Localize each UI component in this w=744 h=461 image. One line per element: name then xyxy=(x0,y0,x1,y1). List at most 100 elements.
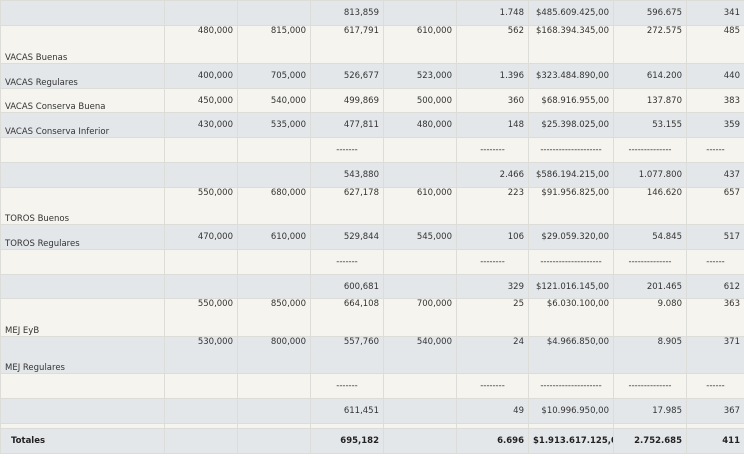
total-amount-cell: $25.398.025,00 xyxy=(528,112,614,138)
head-count-cell: 49 xyxy=(456,398,529,424)
total-kg-cell: -------------- xyxy=(613,249,687,275)
avg-price-cell: 371 xyxy=(686,336,744,374)
category-cell: VACAS Conserva Buena xyxy=(0,88,165,113)
avg-price-cell: 440 xyxy=(686,63,744,89)
total-kg-cell: -------------- xyxy=(613,137,687,163)
table-row: MEJ Regulares 530,000 800,000 557,760 540,00… xyxy=(0,336,744,374)
avg-weight-cell: 543,880 xyxy=(310,162,384,188)
head-count-cell: 329 xyxy=(456,274,529,299)
min-price-cell: 400,000 xyxy=(164,63,238,89)
max-price-cell: 680,000 xyxy=(237,187,311,225)
category-cell: TOROS Buenos xyxy=(0,187,165,225)
head-count-cell: -------- xyxy=(456,249,529,275)
max-price-cell: 610,000 xyxy=(237,224,311,250)
total-amount-cell: $323.484.890,00 xyxy=(528,63,614,89)
category-cell xyxy=(0,373,165,399)
avg-price-cell: 383 xyxy=(686,88,744,113)
avg-price-cell: 363 xyxy=(686,298,744,337)
avg-weight-cell: ------- xyxy=(310,249,384,275)
category-cell xyxy=(0,0,165,26)
avg-weight-cell: 526,677 xyxy=(310,63,384,89)
category-cell xyxy=(0,137,165,163)
head-count-cell: -------- xyxy=(456,373,529,399)
head-count-cell: 360 xyxy=(456,88,529,113)
min-price-cell xyxy=(164,398,238,424)
total-amount-cell: $10.996.950,00 xyxy=(528,398,614,424)
total-kg-cell: 146.620 xyxy=(613,187,687,225)
totals-row: Totales 695,182 6.696$1.913.617.125,002.75… xyxy=(0,428,744,454)
category-cell xyxy=(0,398,165,424)
table-row: VACAS Regulares 400,000 705,000 526,677 523,… xyxy=(0,63,744,89)
max-price-cell xyxy=(237,428,311,454)
subtotal-row: 611,451 49 $10.996.950,00 17.985 367 xyxy=(0,398,744,424)
total-amount-cell: -------------------- xyxy=(528,373,614,399)
total-amount-cell: -------------------- xyxy=(528,137,614,163)
min-price-cell xyxy=(164,162,238,188)
category-cell: TOROS Regulares xyxy=(0,224,165,250)
avg-price-cell: 411 xyxy=(686,428,744,454)
avg-weight-cell: 477,811 xyxy=(310,112,384,138)
avg-price-cell: 367 xyxy=(686,398,744,424)
separator-row: ------- -------- -------------------- -----… xyxy=(0,137,744,163)
avg-price-cell: 517 xyxy=(686,224,744,250)
mode-price-cell: 610,000 xyxy=(383,187,457,225)
total-amount-cell: $6.030.100,00 xyxy=(528,298,614,337)
table-row: VACAS Buenas 480,000 815,000 617,791 610,000… xyxy=(0,25,744,64)
avg-weight-cell: 695,182 xyxy=(310,428,384,454)
avg-weight-cell: 529,844 xyxy=(310,224,384,250)
avg-weight-cell: ------- xyxy=(310,373,384,399)
avg-price-cell: ------ xyxy=(686,373,744,399)
head-count-cell: 1.748 xyxy=(456,0,529,26)
max-price-cell: 705,000 xyxy=(237,63,311,89)
category-cell: VACAS Conserva Inferior xyxy=(0,112,165,138)
mode-price-cell xyxy=(383,398,457,424)
head-count-cell: 1.396 xyxy=(456,63,529,89)
mode-price-cell: 545,000 xyxy=(383,224,457,250)
max-price-cell xyxy=(237,274,311,299)
avg-price-cell: 437 xyxy=(686,162,744,188)
category-cell: Totales xyxy=(0,428,165,454)
total-kg-cell: 137.870 xyxy=(613,88,687,113)
mode-price-cell: 523,000 xyxy=(383,63,457,89)
mode-price-cell: 610,000 xyxy=(383,25,457,64)
total-kg-cell: 17.985 xyxy=(613,398,687,424)
max-price-cell xyxy=(237,373,311,399)
category-cell: MEJ EyB xyxy=(0,298,165,337)
total-kg-cell: 596.675 xyxy=(613,0,687,26)
total-amount-cell: $1.913.617.125,00 xyxy=(528,428,614,454)
total-kg-cell: 614.200 xyxy=(613,63,687,89)
avg-weight-cell: 611,451 xyxy=(310,398,384,424)
mode-price-cell: 540,000 xyxy=(383,336,457,374)
avg-price-cell: 341 xyxy=(686,0,744,26)
table-row: TOROS Buenos 550,000 680,000 627,178 610,000… xyxy=(0,187,744,225)
total-kg-cell: 201.465 xyxy=(613,274,687,299)
min-price-cell: 530,000 xyxy=(164,336,238,374)
max-price-cell: 540,000 xyxy=(237,88,311,113)
min-price-cell xyxy=(164,274,238,299)
min-price-cell xyxy=(164,249,238,275)
min-price-cell xyxy=(164,0,238,26)
mode-price-cell xyxy=(383,373,457,399)
total-amount-cell: $4.966.850,00 xyxy=(528,336,614,374)
avg-price-cell: 657 xyxy=(686,187,744,225)
max-price-cell: 800,000 xyxy=(237,336,311,374)
avg-weight-cell: 617,791 xyxy=(310,25,384,64)
subtotal-row: 543,880 2.466 $586.194.215,00 1.077.800 437 xyxy=(0,162,744,188)
category-cell xyxy=(0,274,165,299)
avg-weight-cell: 557,760 xyxy=(310,336,384,374)
max-price-cell xyxy=(237,162,311,188)
max-price-cell xyxy=(237,398,311,424)
mode-price-cell xyxy=(383,0,457,26)
mode-price-cell xyxy=(383,249,457,275)
total-amount-cell: -------------------- xyxy=(528,249,614,275)
avg-weight-cell: 627,178 xyxy=(310,187,384,225)
total-amount-cell: $586.194.215,00 xyxy=(528,162,614,188)
mode-price-cell xyxy=(383,162,457,188)
total-amount-cell: $121.016.145,00 xyxy=(528,274,614,299)
avg-weight-cell: 813,859 xyxy=(310,0,384,26)
table-row: VACAS Conserva Buena 450,000 540,000 499,86… xyxy=(0,88,744,113)
total-amount-cell: $29.059.320,00 xyxy=(528,224,614,250)
min-price-cell: 480,000 xyxy=(164,25,238,64)
total-kg-cell: 1.077.800 xyxy=(613,162,687,188)
